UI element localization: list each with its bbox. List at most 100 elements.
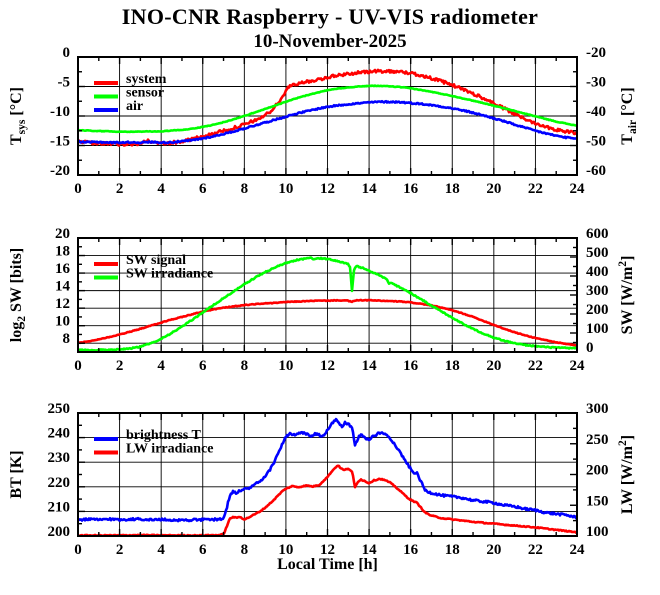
x-tick-label: 8	[241, 542, 249, 558]
x-tick-label: 20	[486, 181, 501, 197]
right-tick-label: -30	[586, 75, 606, 91]
axis-ticks	[77, 56, 578, 176]
left-tick-label: 200	[48, 524, 71, 540]
right-tick-label: 600	[586, 226, 609, 242]
x-tick-label: 0	[74, 358, 82, 374]
left-tick-label: -5	[58, 75, 71, 91]
x-tick-label: 12	[320, 542, 335, 558]
legend-item-sensor: sensor	[94, 86, 164, 101]
left-tick-label: 8	[63, 331, 71, 347]
right-tick-label: 150	[586, 493, 609, 509]
right-tick-label: 200	[586, 463, 609, 479]
x-tick-label: 2	[116, 542, 124, 558]
right-tick-label: -20	[586, 45, 606, 61]
right-axis-label: Tair [°C]	[619, 87, 639, 144]
longwave-panel: 0 2 4 6 8 10 12 14 16 18 20 22 242002102202302402501…	[8, 401, 636, 558]
chart-subtitle: 10-November-2025	[253, 31, 407, 52]
legend-label: SW signal	[126, 253, 186, 268]
x-tick-label: 22	[528, 358, 543, 374]
x-tick-label: 0	[74, 181, 82, 197]
legend-item-system: system	[94, 72, 167, 87]
legend-label: system	[126, 72, 167, 87]
legend-item-brightness-t: brightness T	[94, 428, 201, 443]
legend-item-sw-irradiance: SW irradiance	[94, 267, 213, 282]
left-tick-label: -15	[50, 134, 70, 150]
tick-labels: 0 2 4 6 8 10 12 14 16 18 20 22 248101214161820010020…	[55, 226, 609, 374]
legend-item-air: air	[94, 99, 143, 114]
x-tick-label: 2	[116, 181, 124, 197]
left-tick-label: 210	[48, 499, 71, 515]
legend-label: air	[126, 99, 143, 114]
x-tick-label: 16	[403, 542, 419, 558]
right-tick-label: -40	[586, 104, 606, 120]
x-tick-label: 10	[278, 181, 293, 197]
right-tick-label: 200	[586, 302, 609, 318]
series-sw-irradiance-line	[78, 256, 577, 352]
x-tick-label: 6	[199, 181, 207, 197]
x-tick-label: 24	[570, 542, 586, 558]
left-tick-label: 220	[48, 475, 71, 491]
x-tick-label: 14	[362, 542, 378, 558]
x-tick-label: 22	[528, 542, 543, 558]
right-tick-label: 100	[586, 321, 609, 337]
right-tick-label: 300	[586, 401, 609, 417]
right-tick-label: 250	[586, 432, 609, 448]
grid-lines	[78, 57, 577, 175]
series-air-line	[78, 99, 577, 145]
x-tick-label: 4	[157, 358, 165, 374]
x-tick-label: 12	[320, 358, 335, 374]
x-tick-label: 6	[199, 542, 207, 558]
x-tick-label: 24	[570, 181, 586, 197]
left-tick-label: 14	[55, 279, 71, 295]
left-tick-label: 240	[48, 426, 71, 442]
left-tick-label: 230	[48, 450, 71, 466]
right-axis-label: LW [W/m2]	[617, 435, 636, 514]
left-axis-label: Tsys [°C]	[8, 87, 28, 145]
right-tick-label: 0	[586, 340, 594, 356]
series-sensor-line	[78, 84, 577, 134]
left-tick-label: -10	[50, 104, 70, 120]
x-tick-label: 8	[241, 181, 249, 197]
x-tick-label: 18	[445, 542, 460, 558]
shortwave-panel: 0 2 4 6 8 10 12 14 16 18 20 22 248101214161820010020…	[8, 226, 636, 374]
x-tick-label: 14	[362, 181, 378, 197]
legend-label: SW irradiance	[126, 267, 213, 282]
right-tick-label: 100	[586, 524, 609, 540]
x-tick-label: 16	[403, 181, 419, 197]
right-tick-label: 400	[586, 264, 609, 280]
left-axis-label: log2 SW [bits]	[8, 248, 28, 342]
left-tick-label: 20	[55, 226, 70, 242]
chart-title: INO-CNR Raspberry - UV-VIS radiometer	[121, 4, 539, 29]
right-tick-label: -50	[586, 134, 606, 150]
legend-item-sw-signal: SW signal	[94, 253, 186, 268]
x-tick-label: 18	[445, 358, 460, 374]
x-tick-label: 2	[116, 358, 124, 374]
x-tick-label: 8	[241, 358, 249, 374]
x-tick-label: 4	[157, 181, 165, 197]
temperature-panel: 0 2 4 6 8 10 12 14 16 18 20 22 240-5-10-15-20-20-30-…	[8, 45, 639, 197]
left-tick-label: 18	[55, 244, 70, 260]
grid-lines	[78, 413, 577, 536]
left-tick-label: 250	[48, 401, 71, 417]
x-axis-label: Local Time [h]	[277, 556, 378, 573]
x-tick-label: 4	[157, 542, 165, 558]
legend-item-lw-irradiance: LW irradiance	[94, 442, 214, 457]
axis-ticks	[77, 237, 578, 353]
left-tick-label: 12	[55, 296, 70, 312]
x-tick-label: 10	[278, 358, 293, 374]
legend-label: brightness T	[126, 428, 201, 443]
x-tick-label: 16	[403, 358, 419, 374]
x-tick-label: 6	[199, 358, 207, 374]
x-tick-label: 10	[278, 542, 293, 558]
x-tick-label: 22	[528, 181, 543, 197]
right-tick-label: -60	[586, 163, 606, 179]
left-tick-label: 10	[55, 314, 70, 330]
axis-ticks	[77, 412, 578, 537]
x-tick-label: 14	[362, 358, 378, 374]
legend-label: sensor	[126, 86, 164, 101]
left-tick-label: 0	[63, 45, 71, 61]
x-tick-label: 18	[445, 181, 460, 197]
